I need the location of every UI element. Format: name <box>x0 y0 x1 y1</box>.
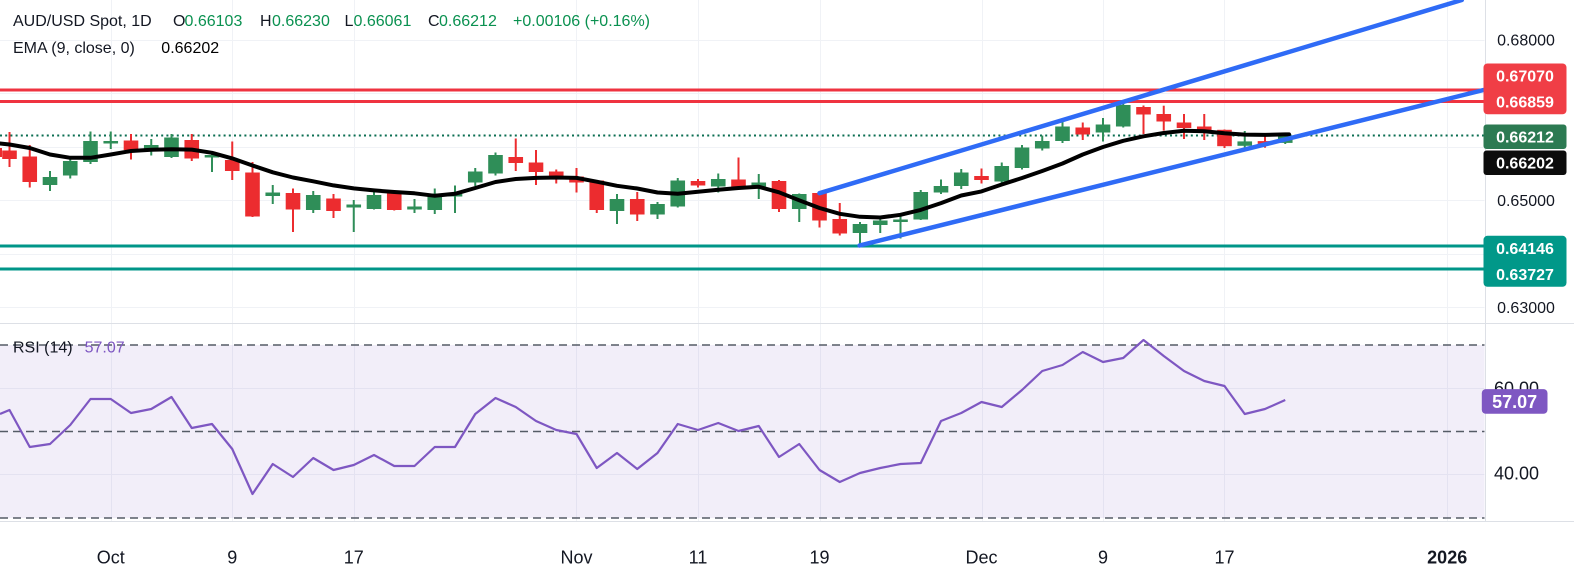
svg-text:19: 19 <box>809 548 829 568</box>
svg-text:0.63000: 0.63000 <box>1497 300 1555 317</box>
svg-text:0.66859: 0.66859 <box>1496 94 1554 111</box>
svg-text:0.64146: 0.64146 <box>1496 241 1554 258</box>
svg-text:0.68000: 0.68000 <box>1497 33 1555 50</box>
svg-text:Oct: Oct <box>97 548 125 568</box>
svg-text:RSI (14)57.07: RSI (14) 57.07 <box>13 340 125 357</box>
svg-text:Dec: Dec <box>965 548 997 568</box>
svg-text:2026: 2026 <box>1427 548 1467 568</box>
svg-text:0.63727: 0.63727 <box>1496 267 1554 284</box>
svg-text:57.07: 57.07 <box>1492 392 1537 412</box>
svg-text:0.66202: 0.66202 <box>1496 156 1554 173</box>
svg-text:0.67070: 0.67070 <box>1496 69 1554 86</box>
svg-text:17: 17 <box>1214 548 1234 568</box>
svg-text:11: 11 <box>689 548 708 568</box>
svg-text:EMA (9, close, 0)0.66202: EMA (9, close, 0) 0.66202 <box>13 40 219 57</box>
svg-text:0.66212: 0.66212 <box>1496 130 1554 147</box>
svg-text:9: 9 <box>1098 548 1108 568</box>
svg-text:17: 17 <box>344 548 364 568</box>
svg-text:40.00: 40.00 <box>1494 463 1539 483</box>
svg-text:Nov: Nov <box>560 548 592 568</box>
svg-text:9: 9 <box>227 548 237 568</box>
svg-text:0.65000: 0.65000 <box>1497 193 1555 210</box>
